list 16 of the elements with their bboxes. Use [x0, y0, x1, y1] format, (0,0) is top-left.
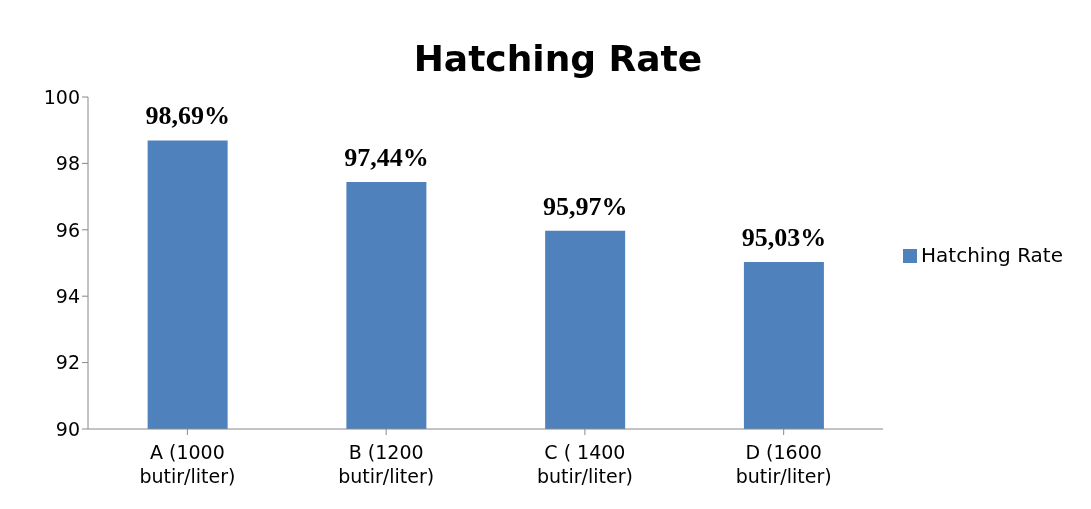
x-tick-label: D (1600 butir/liter)	[735, 441, 832, 487]
x-tick-label: A (1000 butir/liter)	[139, 441, 236, 487]
data-label: 95,97%	[542, 191, 628, 221]
data-label: 97,44%	[344, 142, 429, 172]
legend-label: Hatching Rate	[921, 242, 1063, 267]
chart-title: Hatching Rate	[412, 38, 704, 79]
x-tick-label: B (1200 butir/liter)	[338, 441, 435, 487]
x-tick-label: C ( 1400 butir/liter)	[536, 441, 633, 487]
data-label: 95,03%	[741, 223, 827, 252]
y-tick-label: 94	[55, 284, 80, 307]
y-tick-label: 92	[55, 351, 80, 374]
y-tick-label: 96	[55, 218, 80, 241]
y-tick-label: 98	[55, 152, 80, 175]
data-label: 98,69%	[145, 101, 230, 131]
y-tick-label: 100	[43, 85, 80, 108]
y-tick-label: 90	[55, 417, 80, 440]
